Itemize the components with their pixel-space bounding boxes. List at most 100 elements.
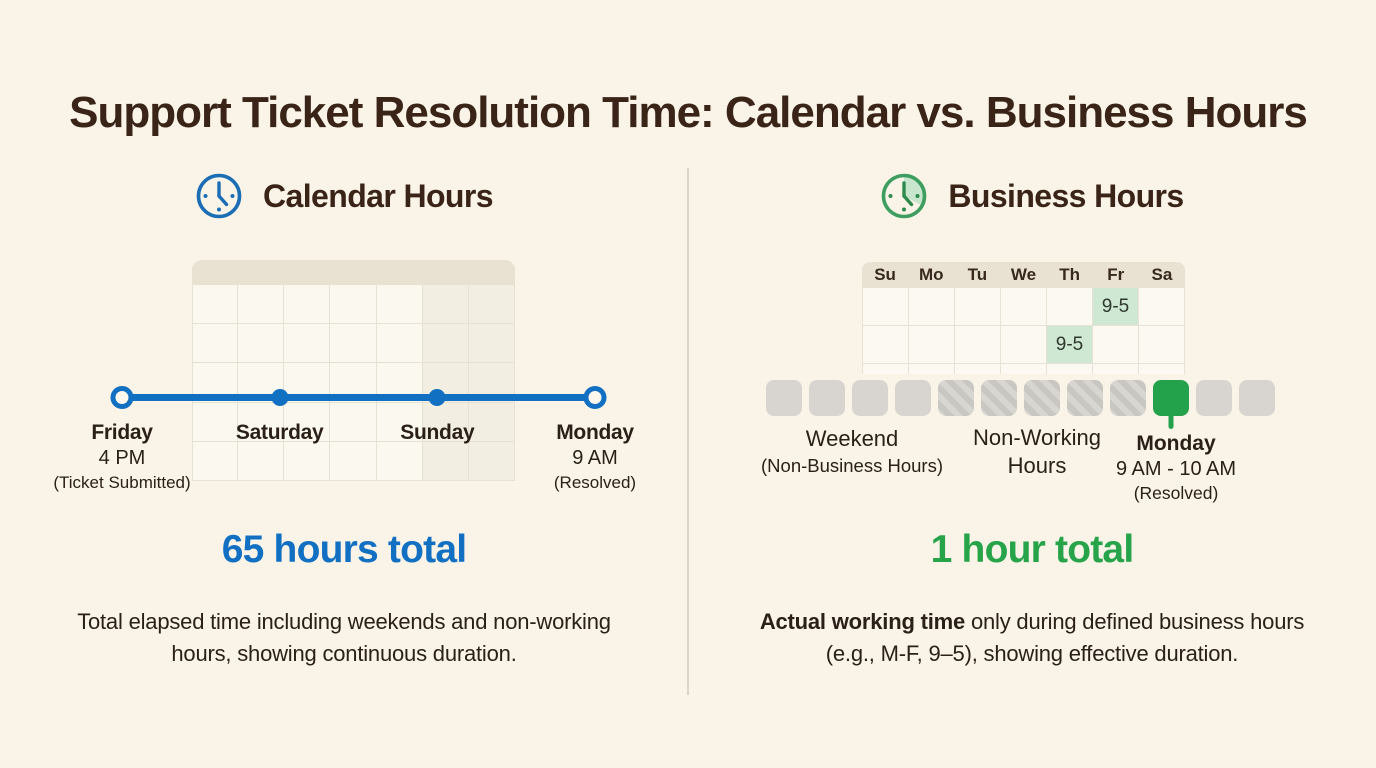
resolved-hour-block bbox=[1153, 380, 1189, 416]
calendar-cell bbox=[192, 402, 239, 442]
calendar-hours-title: Calendar Hours bbox=[263, 177, 493, 214]
business-description: Actual working time only during defined … bbox=[688, 606, 1376, 670]
weekday-tu: Tu bbox=[967, 265, 988, 284]
calendar-cell bbox=[376, 285, 423, 325]
weekend-label-group: Weekend (Non-Business Hours) bbox=[761, 424, 943, 478]
weekend-sublabel: (Non-Business Hours) bbox=[761, 455, 943, 476]
calendar-cell bbox=[468, 441, 515, 481]
panel-divider bbox=[687, 168, 689, 695]
timeline-note: (Resolved) bbox=[553, 473, 637, 492]
calendar-cell bbox=[422, 441, 469, 481]
weekend-hour-block bbox=[1196, 380, 1232, 416]
week-row: 9-5 bbox=[862, 288, 1185, 326]
calendar-cell bbox=[468, 402, 515, 442]
week-cell bbox=[1001, 364, 1047, 374]
monday-time: 9 AM - 10 AM bbox=[1115, 458, 1237, 480]
week-calendar: Su Mo Tu We Th Fr Sa 9-5 9-5 bbox=[862, 262, 1185, 374]
timeline-day: Monday bbox=[556, 421, 634, 444]
calendar-cell bbox=[468, 285, 515, 325]
clock-icon bbox=[882, 173, 927, 219]
nonworking-label: Non-Working Hours bbox=[973, 425, 1101, 478]
calendar-cell bbox=[238, 285, 285, 325]
nonworking-hour-block bbox=[1110, 380, 1146, 416]
week-cell bbox=[909, 326, 955, 364]
weekday-fr: Fr bbox=[1107, 265, 1125, 284]
calendar-cell bbox=[238, 324, 285, 364]
week-cell bbox=[955, 364, 1001, 374]
weekday-su: Su bbox=[874, 265, 896, 284]
timeline-time: 9 AM bbox=[572, 447, 618, 469]
week-cell bbox=[1139, 288, 1185, 326]
business-description-bold: Actual working time bbox=[759, 609, 966, 634]
weekend-hour-block bbox=[895, 380, 931, 416]
timeline-line bbox=[122, 394, 595, 401]
calendar-cell bbox=[422, 402, 469, 442]
calendar-cell bbox=[422, 324, 469, 364]
weekend-label: Weekend bbox=[805, 426, 899, 451]
business-hours-cell: 9-5 bbox=[1093, 288, 1139, 326]
business-hours-title: Business Hours bbox=[948, 177, 1184, 214]
week-cell bbox=[909, 364, 955, 374]
clock-icon bbox=[196, 173, 242, 219]
timeline-label-sunday: Sunday bbox=[400, 420, 474, 446]
week-cell bbox=[1001, 288, 1047, 326]
week-cell bbox=[1001, 326, 1047, 364]
calendar-cell bbox=[192, 285, 239, 325]
calendar-cell bbox=[376, 402, 423, 442]
calendar-cell bbox=[330, 402, 377, 442]
week-cell bbox=[1093, 364, 1139, 374]
week-cell bbox=[1047, 288, 1093, 326]
timeline-node-sunday bbox=[428, 389, 446, 406]
monday-day: Monday bbox=[1136, 432, 1216, 455]
weekend-hour-block bbox=[809, 380, 845, 416]
calendar-cell bbox=[422, 285, 469, 325]
timeline-label-saturday: Saturday bbox=[235, 420, 324, 446]
week-cell bbox=[1139, 326, 1185, 364]
business-hours-header: Business Hours bbox=[688, 170, 1376, 222]
calendar-cell bbox=[284, 441, 331, 481]
calendar-timeline: Friday 4 PM (Ticket Submitted) Saturday Sund… bbox=[53, 386, 636, 506]
timeline-node-monday bbox=[583, 386, 607, 409]
week-cell bbox=[955, 288, 1001, 326]
calendar-cell bbox=[192, 324, 239, 364]
monday-note: (Resolved) bbox=[1133, 483, 1219, 503]
week-cell bbox=[862, 326, 909, 364]
hour-blocks-row bbox=[766, 380, 1275, 416]
timeline-label-monday: Monday 9 AM (Resolved) bbox=[554, 420, 636, 494]
timeline-day: Friday bbox=[91, 421, 153, 444]
calendar-cell bbox=[192, 441, 239, 481]
timeline-day: Sunday bbox=[400, 421, 475, 444]
business-total: 1 hour total bbox=[930, 528, 1135, 571]
timeline-day: Saturday bbox=[235, 421, 324, 444]
nonworking-hour-block bbox=[1024, 380, 1060, 416]
calendar-cell bbox=[284, 324, 331, 364]
calendar-cell bbox=[284, 402, 331, 442]
week-cell bbox=[1093, 326, 1139, 364]
month-calendar-header bbox=[192, 260, 515, 285]
week-cell bbox=[1047, 364, 1093, 374]
weekday-th: Th bbox=[1059, 265, 1081, 284]
business-description-rest: only during defined business hours (e.g.… bbox=[825, 609, 1305, 666]
timeline-node-friday bbox=[110, 386, 134, 409]
weekend-hour-block bbox=[766, 380, 802, 416]
calendar-cell bbox=[330, 441, 377, 481]
timeline-node-saturday bbox=[271, 389, 289, 406]
calendar-cell bbox=[376, 324, 423, 364]
calendar-description: Total elapsed time including weekends an… bbox=[77, 609, 611, 666]
weekday-sa: Sa bbox=[1151, 265, 1173, 284]
page-title: Support Ticket Resolution Time: Calendar… bbox=[69, 88, 1308, 138]
weekend-hour-block bbox=[1239, 380, 1275, 416]
week-grid: 9-5 9-5 bbox=[862, 288, 1185, 374]
calendar-total: 65 hours total bbox=[221, 528, 467, 571]
timeline-time: 4 PM bbox=[98, 447, 146, 469]
monday-label-group: Monday 9 AM - 10 AM (Resolved) bbox=[1116, 431, 1236, 505]
calendar-cell bbox=[376, 441, 423, 481]
business-hours-cell: 9-5 bbox=[1047, 326, 1093, 364]
nonworking-hour-block bbox=[1067, 380, 1103, 416]
month-calendar bbox=[192, 260, 515, 481]
calendar-grid bbox=[192, 285, 515, 481]
nonworking-hour-block bbox=[981, 380, 1017, 416]
calendar-cell bbox=[330, 324, 377, 364]
weekday-mo: Mo bbox=[918, 265, 944, 284]
